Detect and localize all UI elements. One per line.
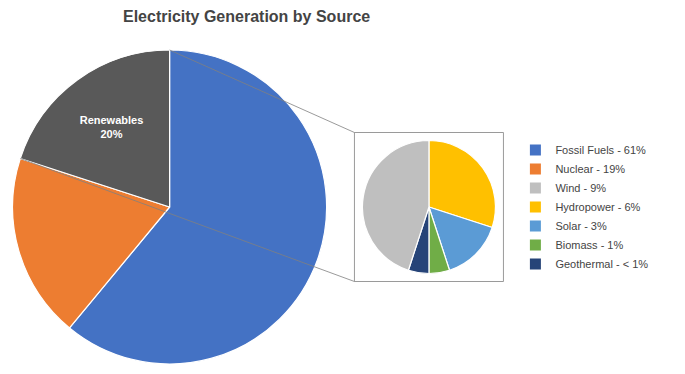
svg-text:Geothermal - < 1%: Geothermal - < 1%	[555, 258, 648, 270]
svg-text:Renewables20%: Renewables20%	[80, 114, 144, 140]
svg-text:Wind - 9%: Wind - 9%	[555, 182, 606, 194]
svg-text:Fossil Fuels - 61%: Fossil Fuels - 61%	[555, 144, 646, 156]
svg-text:Hydropower - 6%: Hydropower - 6%	[555, 201, 640, 213]
svg-text:Nuclear - 19%: Nuclear - 19%	[555, 163, 625, 175]
svg-text:Biomass - 1%: Biomass - 1%	[555, 239, 623, 251]
svg-text:Electricity Generation by Sour: Electricity Generation by Source	[123, 8, 370, 25]
svg-text:Solar - 3%: Solar - 3%	[555, 220, 607, 232]
